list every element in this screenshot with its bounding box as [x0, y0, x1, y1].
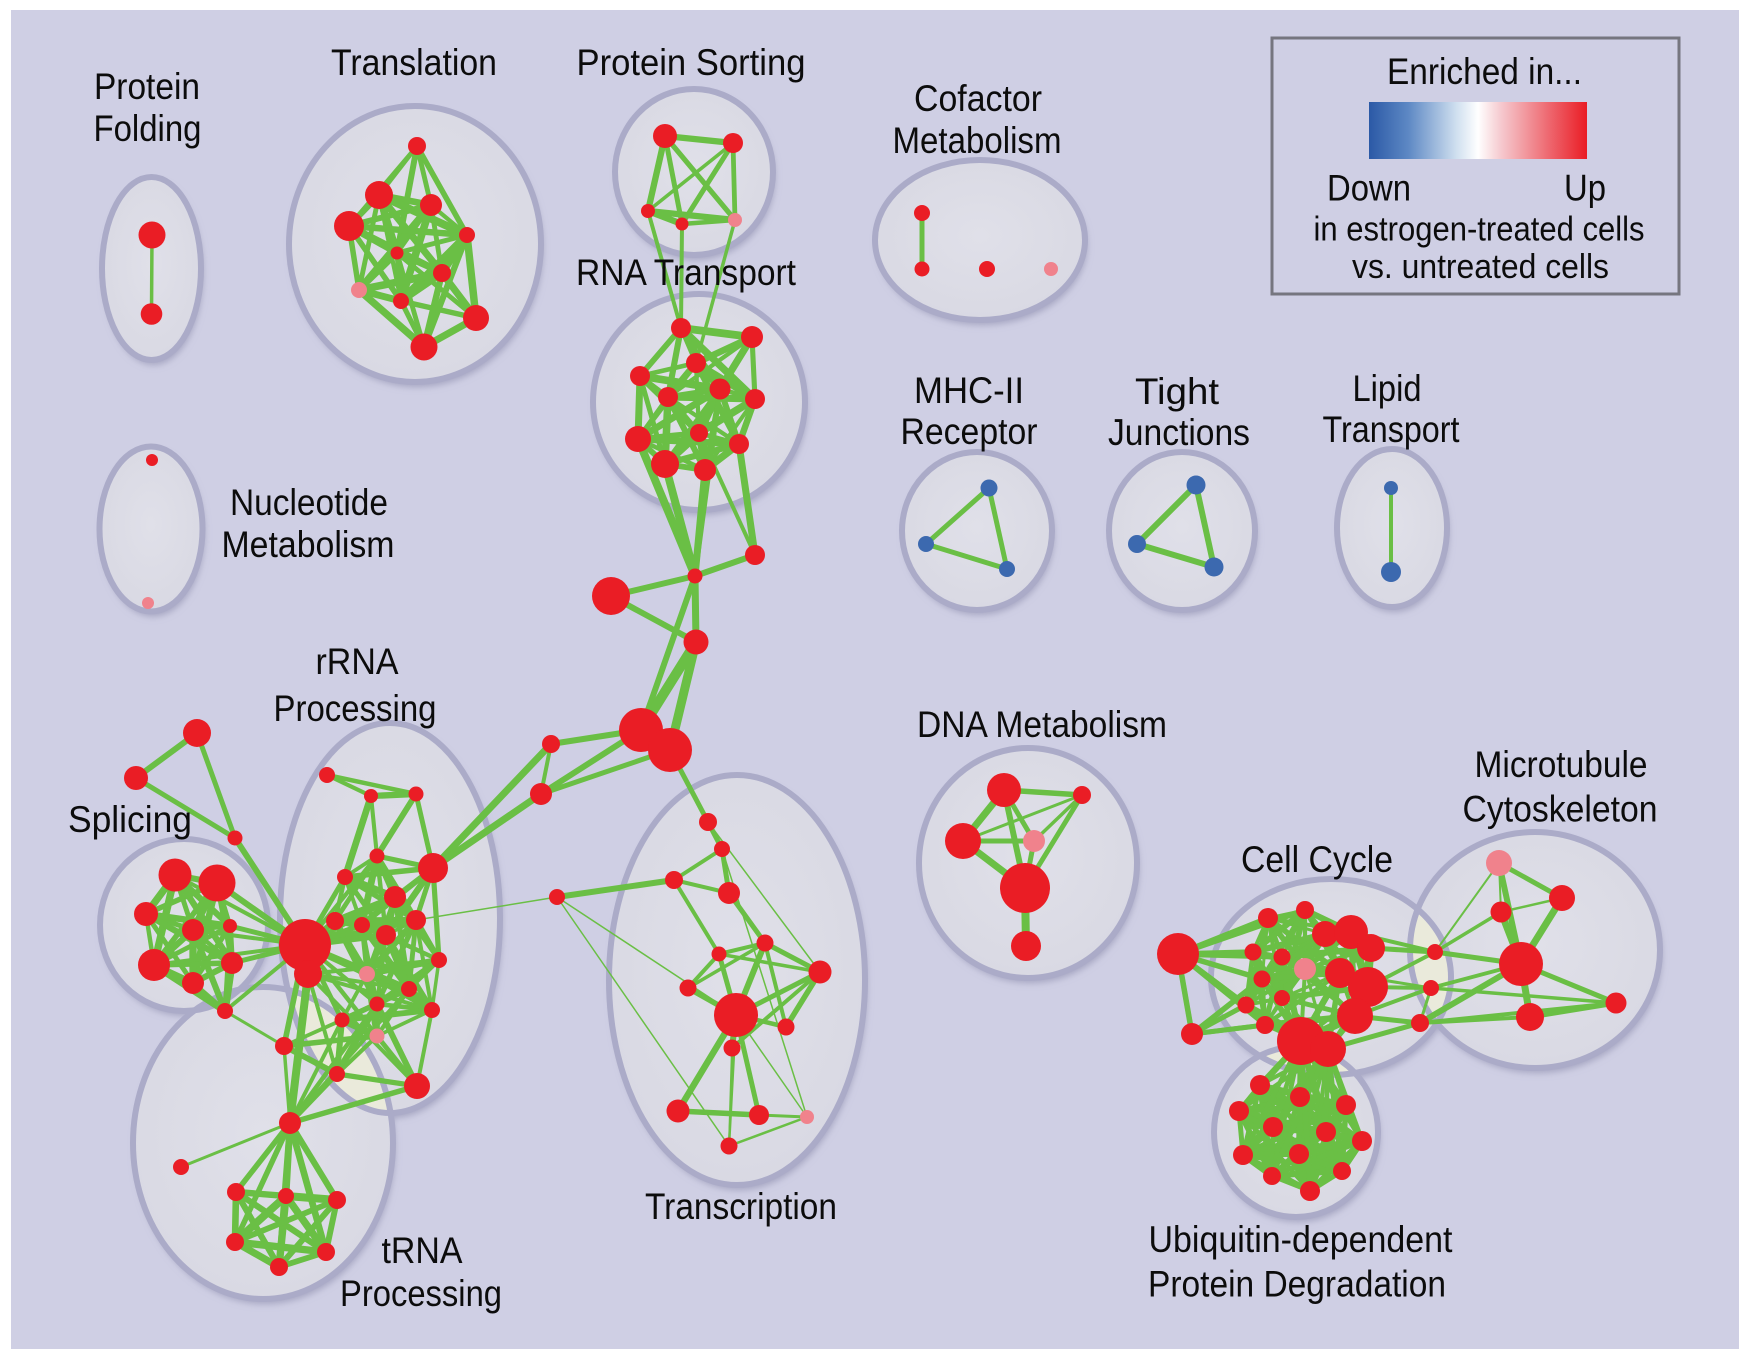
svg-text:Metabolism: Metabolism — [893, 119, 1062, 161]
svg-text:Processing: Processing — [340, 1272, 502, 1314]
svg-text:Enriched in...: Enriched in... — [1387, 50, 1582, 92]
svg-text:rRNA: rRNA — [316, 640, 399, 682]
svg-text:Cofactor: Cofactor — [914, 77, 1042, 119]
svg-text:DNA Metabolism: DNA Metabolism — [917, 703, 1167, 745]
svg-text:Splicing: Splicing — [68, 798, 192, 840]
svg-text:Processing: Processing — [274, 687, 437, 729]
svg-text:Up: Up — [1564, 167, 1606, 209]
svg-text:Tight: Tight — [1135, 370, 1220, 412]
svg-text:Transport: Transport — [1323, 408, 1460, 450]
svg-text:Junctions: Junctions — [1108, 411, 1250, 453]
svg-text:in estrogen-treated cells: in estrogen-treated cells — [1314, 211, 1645, 249]
svg-text:MHC-II: MHC-II — [914, 369, 1024, 411]
svg-text:Receptor: Receptor — [901, 410, 1038, 452]
svg-text:Lipid: Lipid — [1353, 367, 1422, 409]
svg-text:Protein Degradation: Protein Degradation — [1148, 1263, 1446, 1305]
svg-text:Down: Down — [1327, 167, 1411, 209]
svg-text:Protein Sorting: Protein Sorting — [577, 41, 806, 83]
svg-text:Cytoskeleton: Cytoskeleton — [1463, 788, 1658, 830]
svg-text:Folding: Folding — [94, 107, 202, 149]
svg-text:tRNA: tRNA — [382, 1229, 463, 1271]
svg-text:Microtubule: Microtubule — [1475, 743, 1648, 785]
svg-text:Cell Cycle: Cell Cycle — [1241, 838, 1393, 880]
svg-text:Protein: Protein — [94, 65, 200, 107]
svg-text:vs. untreated cells: vs. untreated cells — [1352, 248, 1609, 286]
svg-text:Ubiquitin-dependent: Ubiquitin-dependent — [1149, 1218, 1454, 1260]
svg-text:Transcription: Transcription — [645, 1185, 837, 1227]
svg-text:Nucleotide: Nucleotide — [230, 481, 388, 523]
svg-text:Translation: Translation — [331, 41, 497, 83]
svg-text:Metabolism: Metabolism — [222, 523, 395, 565]
svg-text:RNA Transport: RNA Transport — [576, 251, 797, 293]
